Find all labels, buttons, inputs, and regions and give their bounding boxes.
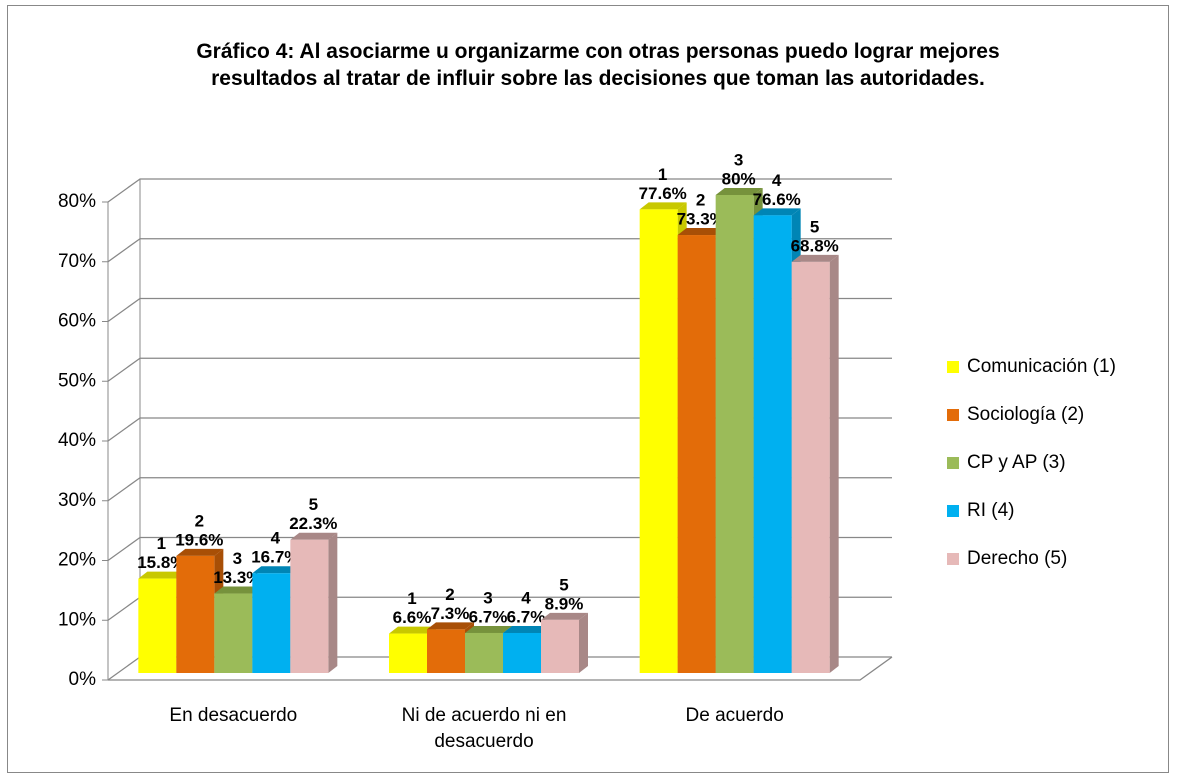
legend-swatch (947, 409, 959, 421)
y-tick-label: 50% (58, 370, 96, 391)
data-label: 6.7% (507, 607, 546, 626)
data-label: 76.6% (753, 190, 801, 209)
bar-side (579, 612, 588, 673)
bar-front (541, 619, 579, 673)
bar (290, 532, 338, 673)
bar-top (214, 586, 262, 594)
bar-front (715, 195, 754, 673)
data-label-tag: 2 (445, 585, 454, 604)
bar-front (214, 593, 253, 673)
bar-top (252, 566, 300, 574)
bar-front (138, 578, 177, 673)
bar-top (639, 202, 687, 210)
grid-line (107, 178, 892, 203)
data-label-tag: 5 (810, 217, 819, 236)
bar-top (389, 626, 436, 634)
bar-top (541, 612, 588, 620)
bar-side (829, 254, 839, 674)
bar-front (753, 215, 792, 673)
data-label-tag: 4 (521, 588, 531, 607)
y-tick-label: 30% (58, 490, 96, 511)
bar-top (176, 548, 224, 556)
bar-front (465, 632, 503, 673)
bar-top (715, 188, 763, 195)
data-label-tag: 4 (271, 529, 281, 548)
legend-label: RI (4) (967, 500, 1015, 521)
data-label: 16.7% (251, 548, 299, 567)
data-label-tag: 2 (195, 511, 204, 530)
legend-label: Comunicación (1) (967, 356, 1116, 377)
chart-title: Gráfico 4: Al asociarme u organizarme co… (196, 40, 1000, 90)
bar-top (503, 625, 550, 633)
bar-front (176, 555, 215, 673)
data-label-tag: 5 (559, 575, 568, 594)
y-tick-label: 80% (58, 191, 96, 212)
data-label: 13.3% (213, 568, 261, 587)
bar-top (677, 228, 725, 236)
data-label-tag: 3 (483, 588, 492, 607)
data-label-tag: 1 (407, 589, 416, 608)
y-tick-label: 20% (58, 550, 96, 571)
data-label-tag: 3 (233, 549, 242, 568)
bar-top (791, 254, 839, 262)
data-label-tag: 5 (309, 495, 318, 514)
data-label: 7.3% (431, 604, 470, 623)
bar-side (328, 532, 338, 673)
data-label: 22.3% (289, 514, 337, 533)
bar (541, 612, 588, 673)
data-label-tag: 1 (658, 165, 667, 184)
data-label: 73.3% (677, 210, 725, 229)
legend-swatch (947, 361, 959, 373)
y-tick-label: 40% (58, 430, 96, 451)
x-tick-label: De acuerdo (685, 705, 784, 726)
y-tick-label: 10% (58, 609, 96, 630)
bar-top (427, 622, 474, 630)
bar-front (677, 235, 716, 673)
floor (108, 656, 893, 681)
bar-front (252, 573, 291, 673)
data-label-tag: 3 (734, 150, 743, 169)
data-label: 6.7% (469, 607, 508, 626)
x-tick-label: En desacuerdo (169, 705, 298, 726)
y-tick-label: 70% (58, 251, 96, 272)
legend-label: Sociología (2) (967, 404, 1084, 425)
bar-front (639, 209, 678, 673)
bar-front (427, 629, 465, 673)
bar-top (465, 625, 512, 633)
y-tick-label: 60% (58, 311, 96, 332)
bar-top (138, 571, 186, 579)
legend-label: CP y AP (3) (967, 452, 1066, 473)
data-label: 15.8% (137, 553, 185, 572)
bar-front (791, 261, 830, 673)
bar-front (389, 633, 427, 673)
legend-swatch (947, 553, 959, 565)
legend-swatch (947, 457, 959, 469)
data-label-tag: 1 (157, 534, 166, 553)
data-label: 68.8% (791, 236, 839, 255)
y-tick-label: 0% (69, 669, 97, 690)
bar-top (753, 208, 801, 216)
data-label: 77.6% (639, 184, 687, 203)
legend-label: Derecho (5) (967, 548, 1067, 569)
x-tick-label: Ni de acuerdo ni en desacuerdo (401, 705, 567, 752)
data-label: 80% (722, 169, 756, 188)
chart-frame (7, 5, 1169, 773)
data-label: 8.9% (545, 594, 584, 613)
data-label: 19.6% (175, 530, 223, 549)
data-label-tag: 2 (696, 191, 705, 210)
bar (791, 254, 839, 674)
data-label: 6.6% (393, 608, 432, 627)
bar-front (503, 632, 541, 673)
legend-swatch (947, 505, 959, 517)
data-label-tag: 4 (772, 171, 782, 190)
bar-front (290, 539, 329, 673)
bar-top (290, 532, 338, 540)
